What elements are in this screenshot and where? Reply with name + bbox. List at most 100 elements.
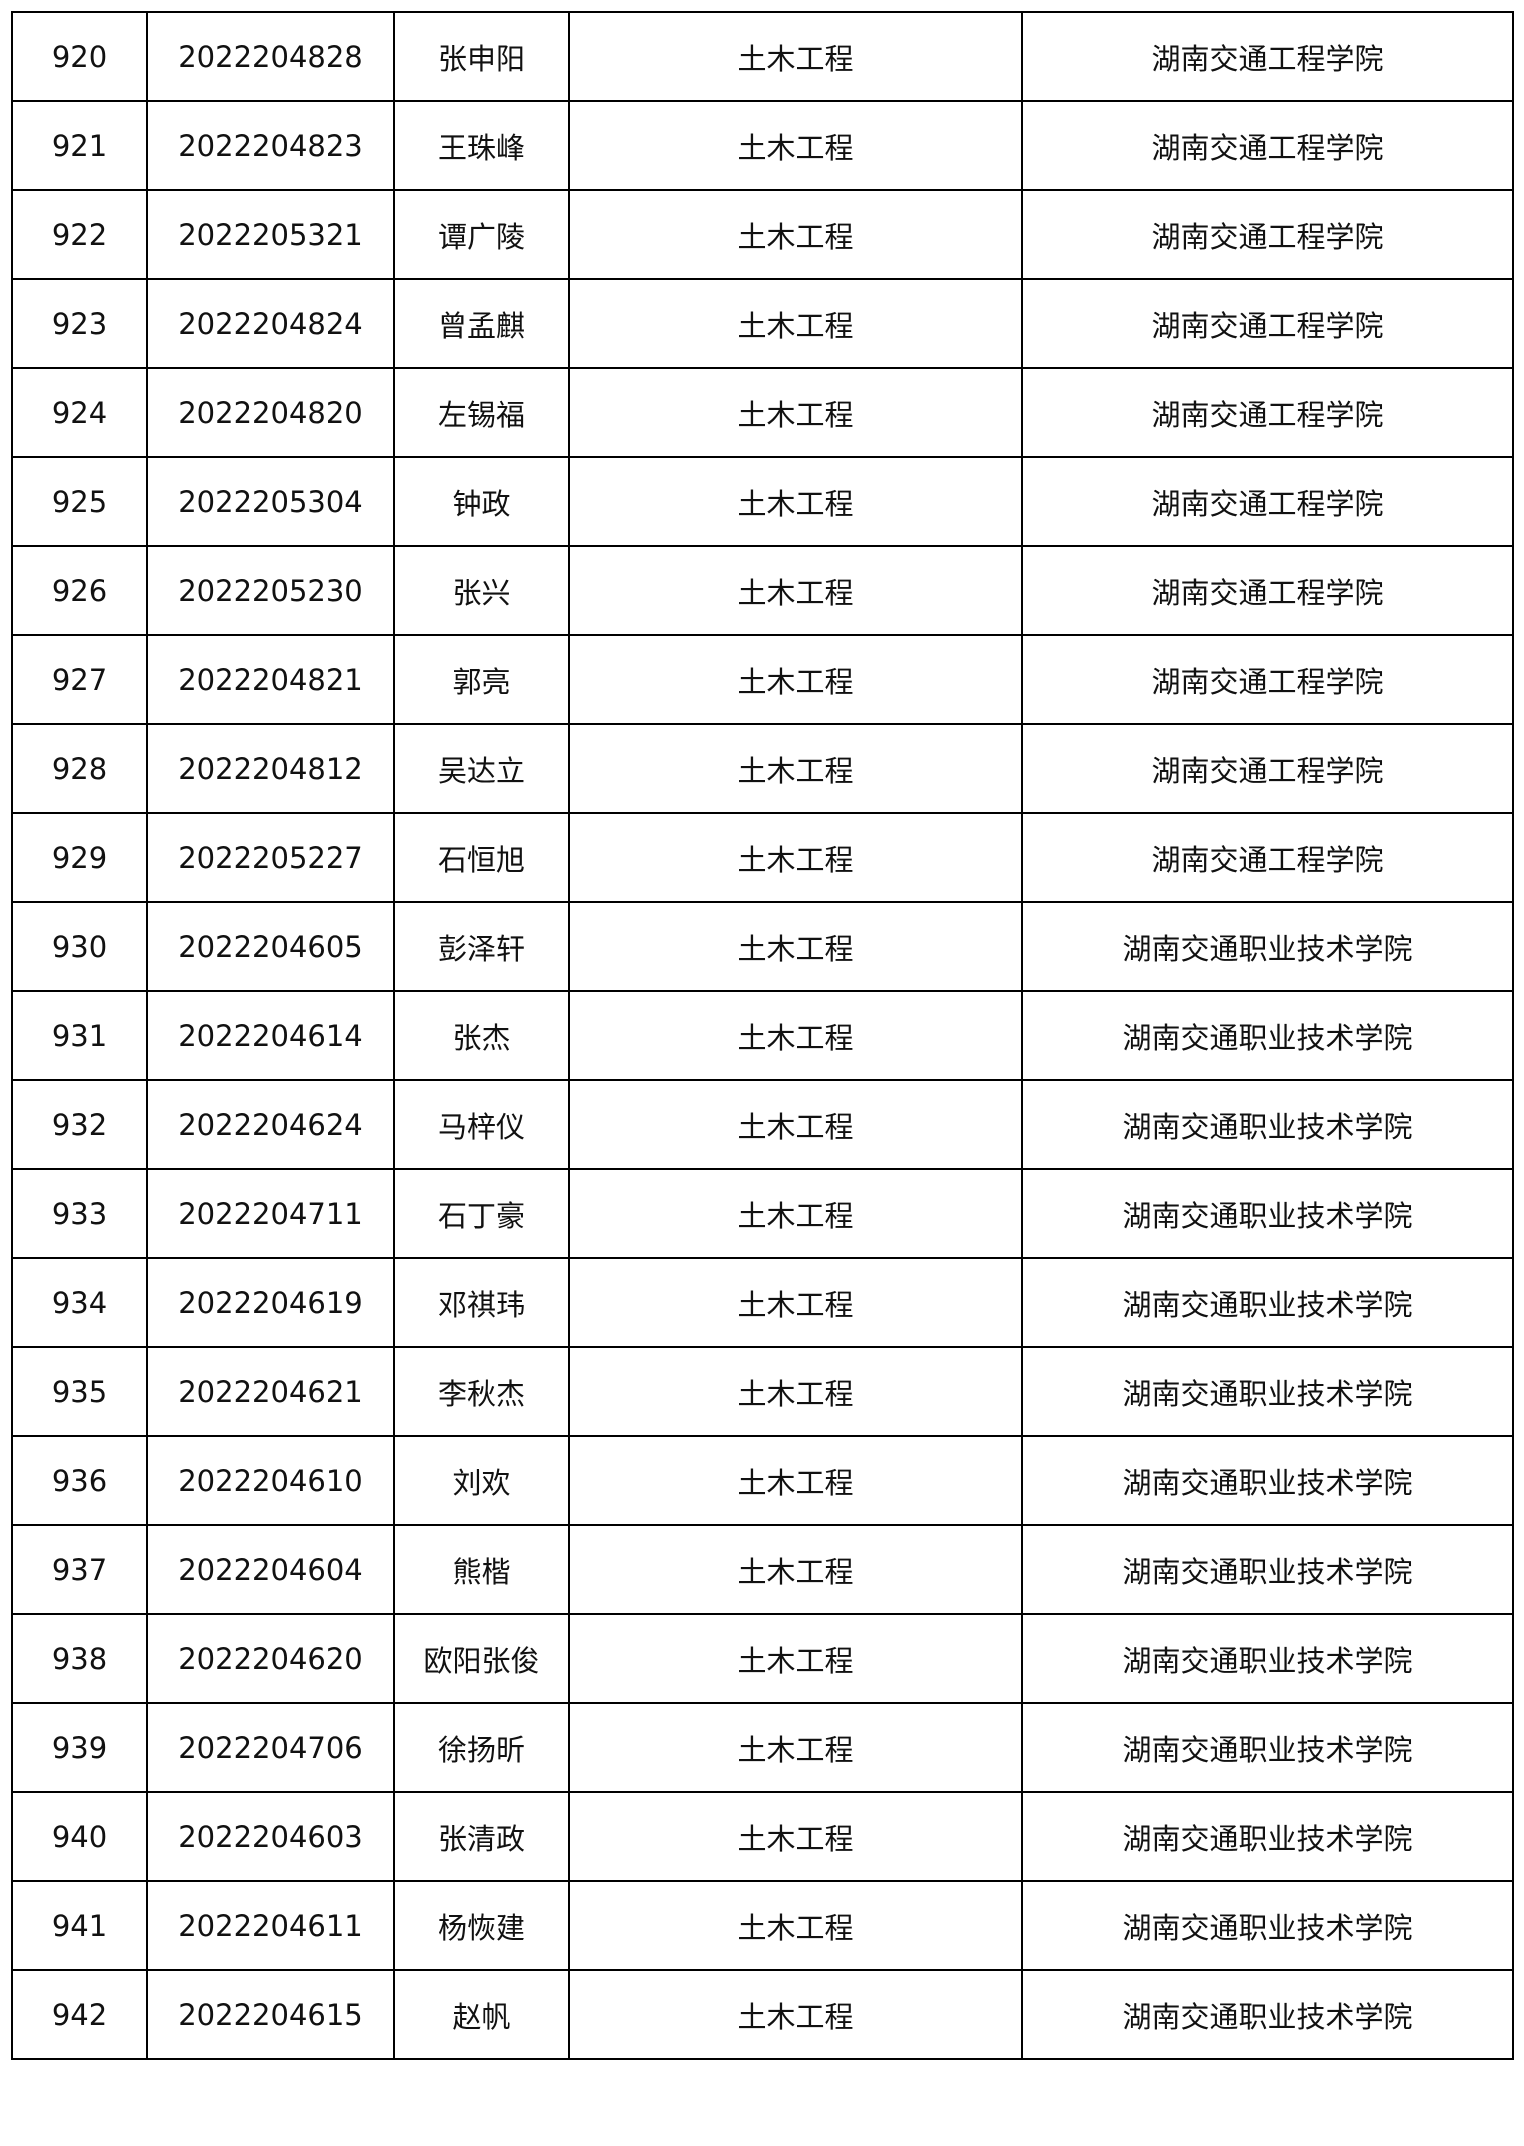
name-cell: 王珠峰 — [393, 100, 570, 191]
school-cell: 湖南交通工程学院 — [1021, 100, 1514, 191]
student-id-cell: 2022205227 — [146, 812, 395, 903]
school-cell: 湖南交通职业技术学院 — [1021, 1168, 1514, 1259]
index-cell: 936 — [11, 1435, 148, 1526]
table-row: 922 2022205321 谭广陵 土木工程 湖南交通工程学院 — [11, 189, 1514, 280]
major-cell: 土木工程 — [568, 1969, 1023, 2060]
student-id-cell: 2022204706 — [146, 1702, 395, 1793]
index-cell: 938 — [11, 1613, 148, 1704]
name-cell: 石恒旭 — [393, 812, 570, 903]
student-id-cell: 2022204620 — [146, 1613, 395, 1704]
index-cell: 940 — [11, 1791, 148, 1882]
name-cell: 谭广陵 — [393, 189, 570, 280]
student-id-cell: 2022204610 — [146, 1435, 395, 1526]
major-cell: 土木工程 — [568, 456, 1023, 547]
student-id-cell: 2022204624 — [146, 1079, 395, 1170]
table-row: 930 2022204605 彭泽轩 土木工程 湖南交通职业技术学院 — [11, 901, 1514, 992]
school-cell: 湖南交通工程学院 — [1021, 723, 1514, 814]
table-row: 923 2022204824 曾孟麒 土木工程 湖南交通工程学院 — [11, 278, 1514, 369]
name-cell: 钟政 — [393, 456, 570, 547]
school-cell: 湖南交通工程学院 — [1021, 367, 1514, 458]
table-row: 941 2022204611 杨恢建 土木工程 湖南交通职业技术学院 — [11, 1880, 1514, 1971]
major-cell: 土木工程 — [568, 1613, 1023, 1704]
student-id-cell: 2022204711 — [146, 1168, 395, 1259]
table-row: 935 2022204621 李秋杰 土木工程 湖南交通职业技术学院 — [11, 1346, 1514, 1437]
major-cell: 土木工程 — [568, 812, 1023, 903]
major-cell: 土木工程 — [568, 990, 1023, 1081]
index-cell: 932 — [11, 1079, 148, 1170]
major-cell: 土木工程 — [568, 1168, 1023, 1259]
student-list-table: 920 2022204828 张申阳 土木工程 湖南交通工程学院 921 202220482… — [11, 11, 1514, 2060]
student-id-cell: 2022204828 — [146, 11, 395, 102]
school-cell: 湖南交通工程学院 — [1021, 545, 1514, 636]
student-id-cell: 2022204821 — [146, 634, 395, 725]
name-cell: 吴达立 — [393, 723, 570, 814]
major-cell: 土木工程 — [568, 901, 1023, 992]
school-cell: 湖南交通工程学院 — [1021, 812, 1514, 903]
name-cell: 赵帆 — [393, 1969, 570, 2060]
name-cell: 彭泽轩 — [393, 901, 570, 992]
school-cell: 湖南交通职业技术学院 — [1021, 1346, 1514, 1437]
name-cell: 熊楷 — [393, 1524, 570, 1615]
name-cell: 郭亮 — [393, 634, 570, 725]
major-cell: 土木工程 — [568, 1435, 1023, 1526]
major-cell: 土木工程 — [568, 1880, 1023, 1971]
name-cell: 邓祺玮 — [393, 1257, 570, 1348]
index-cell: 921 — [11, 100, 148, 191]
major-cell: 土木工程 — [568, 1791, 1023, 1882]
index-cell: 930 — [11, 901, 148, 992]
name-cell: 马梓仪 — [393, 1079, 570, 1170]
major-cell: 土木工程 — [568, 100, 1023, 191]
table-row: 928 2022204812 吴达立 土木工程 湖南交通工程学院 — [11, 723, 1514, 814]
school-cell: 湖南交通职业技术学院 — [1021, 990, 1514, 1081]
name-cell: 欧阳张俊 — [393, 1613, 570, 1704]
major-cell: 土木工程 — [568, 367, 1023, 458]
school-cell: 湖南交通工程学院 — [1021, 278, 1514, 369]
student-id-cell: 2022204619 — [146, 1257, 395, 1348]
index-cell: 927 — [11, 634, 148, 725]
table-row: 920 2022204828 张申阳 土木工程 湖南交通工程学院 — [11, 11, 1514, 102]
name-cell: 张清政 — [393, 1791, 570, 1882]
table-row: 942 2022204615 赵帆 土木工程 湖南交通职业技术学院 — [11, 1969, 1514, 2060]
table-row: 938 2022204620 欧阳张俊 土木工程 湖南交通职业技术学院 — [11, 1613, 1514, 1704]
school-cell: 湖南交通职业技术学院 — [1021, 1791, 1514, 1882]
table-row: 934 2022204619 邓祺玮 土木工程 湖南交通职业技术学院 — [11, 1257, 1514, 1348]
index-cell: 939 — [11, 1702, 148, 1793]
table-row: 937 2022204604 熊楷 土木工程 湖南交通职业技术学院 — [11, 1524, 1514, 1615]
index-cell: 923 — [11, 278, 148, 369]
name-cell: 徐扬昕 — [393, 1702, 570, 1793]
major-cell: 土木工程 — [568, 723, 1023, 814]
index-cell: 941 — [11, 1880, 148, 1971]
student-id-cell: 2022204614 — [146, 990, 395, 1081]
school-cell: 湖南交通工程学院 — [1021, 11, 1514, 102]
table-row: 940 2022204603 张清政 土木工程 湖南交通职业技术学院 — [11, 1791, 1514, 1882]
student-id-cell: 2022204605 — [146, 901, 395, 992]
school-cell: 湖南交通职业技术学院 — [1021, 1435, 1514, 1526]
table-row: 932 2022204624 马梓仪 土木工程 湖南交通职业技术学院 — [11, 1079, 1514, 1170]
name-cell: 石丁豪 — [393, 1168, 570, 1259]
name-cell: 张申阳 — [393, 11, 570, 102]
index-cell: 933 — [11, 1168, 148, 1259]
school-cell: 湖南交通职业技术学院 — [1021, 1079, 1514, 1170]
index-cell: 937 — [11, 1524, 148, 1615]
index-cell: 929 — [11, 812, 148, 903]
index-cell: 931 — [11, 990, 148, 1081]
student-id-cell: 2022204603 — [146, 1791, 395, 1882]
student-id-cell: 2022204820 — [146, 367, 395, 458]
major-cell: 土木工程 — [568, 11, 1023, 102]
school-cell: 湖南交通工程学院 — [1021, 189, 1514, 280]
index-cell: 925 — [11, 456, 148, 547]
name-cell: 曾孟麒 — [393, 278, 570, 369]
major-cell: 土木工程 — [568, 1079, 1023, 1170]
student-id-cell: 2022204621 — [146, 1346, 395, 1437]
major-cell: 土木工程 — [568, 278, 1023, 369]
name-cell: 左锡福 — [393, 367, 570, 458]
index-cell: 934 — [11, 1257, 148, 1348]
name-cell: 李秋杰 — [393, 1346, 570, 1437]
school-cell: 湖南交通职业技术学院 — [1021, 1880, 1514, 1971]
school-cell: 湖南交通工程学院 — [1021, 456, 1514, 547]
index-cell: 922 — [11, 189, 148, 280]
index-cell: 935 — [11, 1346, 148, 1437]
school-cell: 湖南交通职业技术学院 — [1021, 1969, 1514, 2060]
table-row: 927 2022204821 郭亮 土木工程 湖南交通工程学院 — [11, 634, 1514, 725]
school-cell: 湖南交通职业技术学院 — [1021, 1524, 1514, 1615]
